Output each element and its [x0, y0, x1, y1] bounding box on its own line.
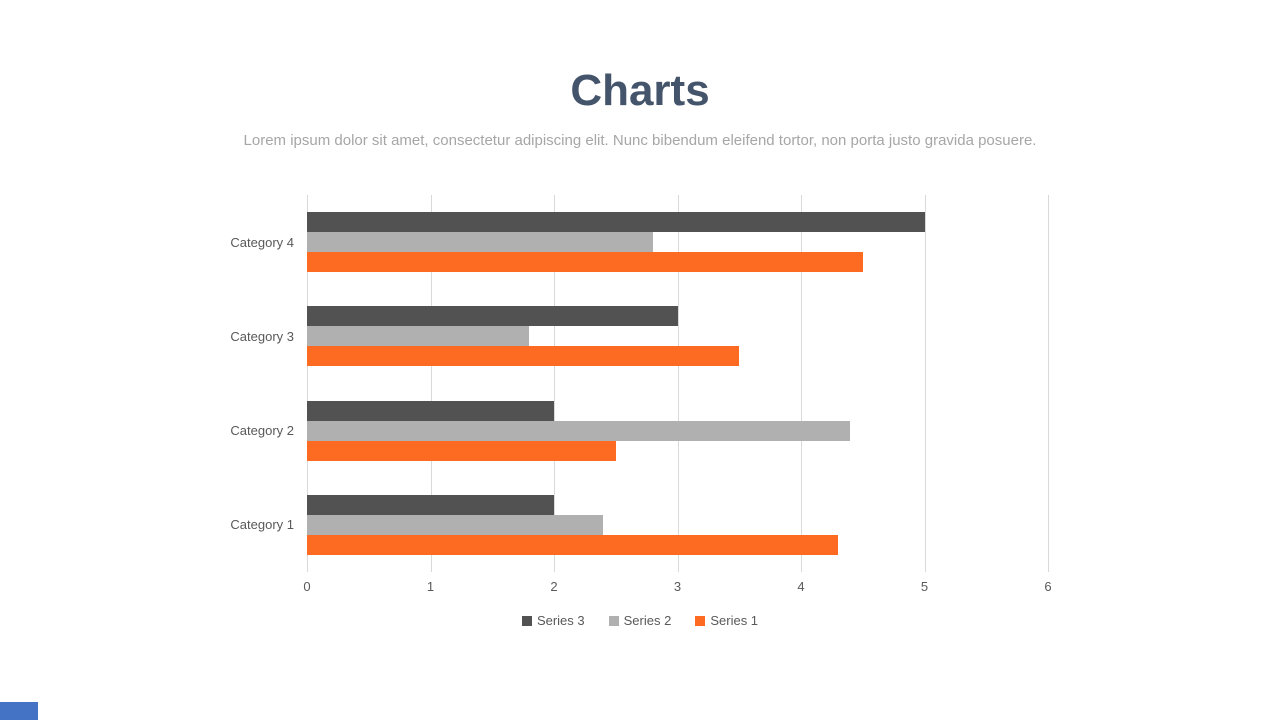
bar-series2-category3 — [307, 326, 530, 347]
x-tick-label: 1 — [426, 579, 435, 594]
x-tick-label: 0 — [303, 579, 311, 594]
x-tick-label: 6 — [1044, 579, 1052, 594]
bar-series1-category3 — [307, 346, 740, 367]
bar-series3-category1 — [307, 494, 554, 515]
bar-series2-category1 — [307, 514, 604, 535]
category-label: Category 3 — [230, 328, 294, 344]
gridline — [554, 195, 555, 572]
chart-legend: Series 3 Series 2 Series 1 — [0, 613, 1280, 628]
legend-item: Series 1 — [695, 613, 758, 628]
gridline — [801, 195, 802, 572]
legend-swatch-icon — [608, 615, 619, 626]
category-label: Category 4 — [230, 234, 294, 250]
legend-item: Series 2 — [608, 613, 672, 628]
page-subtitle: Lorem ipsum dolor sit amet, consectetur … — [243, 132, 1037, 149]
legend-item: Series 3 — [521, 613, 585, 628]
category-label: Category 1 — [230, 517, 294, 533]
x-tick-label: 2 — [550, 579, 558, 594]
bar-series1-category4 — [307, 252, 863, 273]
bar-series2-category2 — [307, 420, 851, 441]
gridline — [924, 195, 926, 572]
x-axis-ticks: 0 1 2 3 4 5 6 — [0, 579, 1280, 599]
x-tick-label: 4 — [797, 579, 805, 594]
x-tick-label: 3 — [673, 579, 682, 594]
bar-series1-category2 — [307, 440, 616, 461]
corner-accent-shape — [0, 702, 38, 720]
bar-series1-category1 — [307, 534, 839, 555]
bar-series3-category2 — [307, 400, 554, 421]
bar-series3-category4 — [307, 212, 925, 233]
legend-label: Series 3 — [536, 613, 585, 628]
legend-label: Series 1 — [710, 613, 759, 628]
bar-series3-category3 — [307, 306, 678, 327]
bar-series2-category4 — [307, 232, 653, 253]
category-label: Category 2 — [230, 423, 294, 439]
gridline — [430, 195, 432, 572]
gridline — [677, 195, 679, 572]
page-title: Charts — [570, 66, 710, 115]
legend-swatch-icon — [695, 615, 706, 626]
legend-label: Series 2 — [623, 613, 672, 628]
legend-swatch-icon — [521, 615, 532, 626]
gridline — [1048, 195, 1049, 572]
chart: Category 4 Category 3 Category 2 Category 1 — [0, 195, 1280, 572]
x-tick-label: 5 — [920, 579, 929, 594]
gridline — [307, 195, 308, 572]
